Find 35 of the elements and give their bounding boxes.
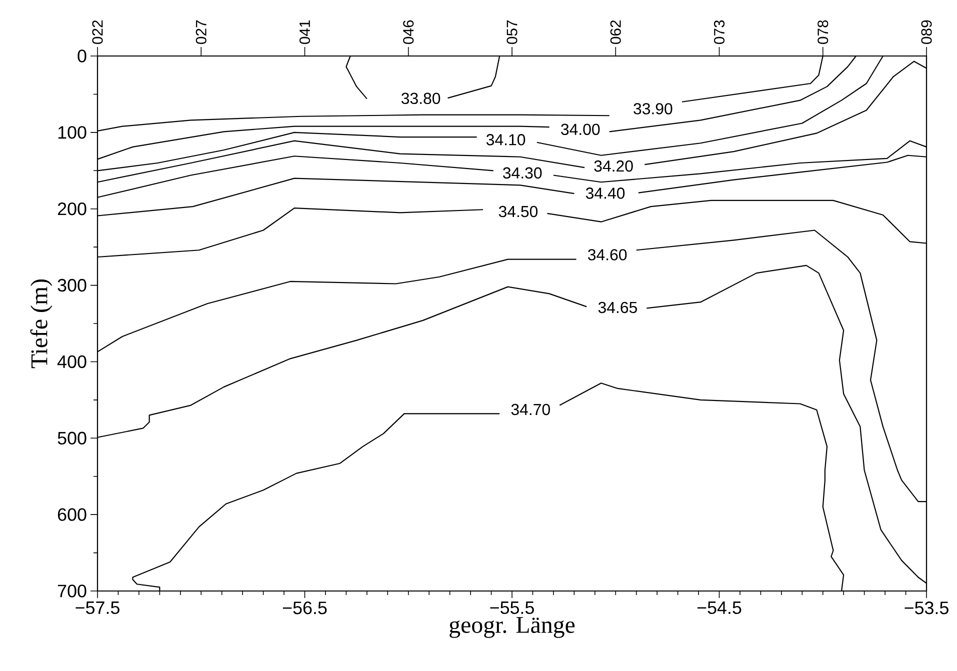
text: 041 — [299, 20, 310, 44]
text: 057 — [506, 20, 518, 44]
y-tick-label: 200 — [58, 202, 86, 216]
y-tick-label: 500 — [58, 432, 86, 444]
series-label: 34.30 — [503, 167, 542, 179]
series-label: 33.80 — [401, 92, 440, 104]
series-label: 34.70 — [511, 404, 550, 416]
y-axis-title: Tiefe (m) — [30, 280, 52, 368]
x-tick-label: −57.5 — [76, 602, 120, 614]
series-label: 34.60 — [588, 249, 627, 260]
y-tick-label: 400 — [57, 355, 86, 368]
series-label: 34.10 — [486, 134, 526, 146]
series-label: 34.40 — [586, 188, 625, 199]
text: 027 — [196, 20, 206, 44]
x-axis-title: geogr. Länge — [450, 617, 575, 638]
text: 046 — [403, 20, 414, 44]
text: 062 — [610, 20, 621, 44]
text: 022 — [92, 20, 103, 44]
series-label: 33.90 — [634, 103, 672, 114]
x-tick-label: −56.5 — [282, 602, 327, 614]
y-tick-label: 700 — [58, 584, 86, 598]
series-label: 34.00 — [561, 124, 600, 136]
series-label: 34.20 — [594, 160, 633, 172]
y-tick-label: 0 — [78, 50, 86, 62]
text: 089 — [921, 20, 932, 44]
y-tick-label: 100 — [58, 126, 86, 139]
series-label: 34.65 — [598, 302, 637, 314]
x-tick-label: −53.5 — [904, 602, 948, 614]
text: 073 — [714, 20, 725, 44]
x-tick-label: −55.5 — [490, 602, 534, 614]
y-tick-label: 300 — [58, 278, 86, 292]
text: 078 — [818, 20, 828, 44]
series-label: 34.50 — [498, 206, 538, 218]
y-tick-label: 600 — [58, 508, 86, 521]
x-tick-label: −54.5 — [697, 602, 742, 614]
